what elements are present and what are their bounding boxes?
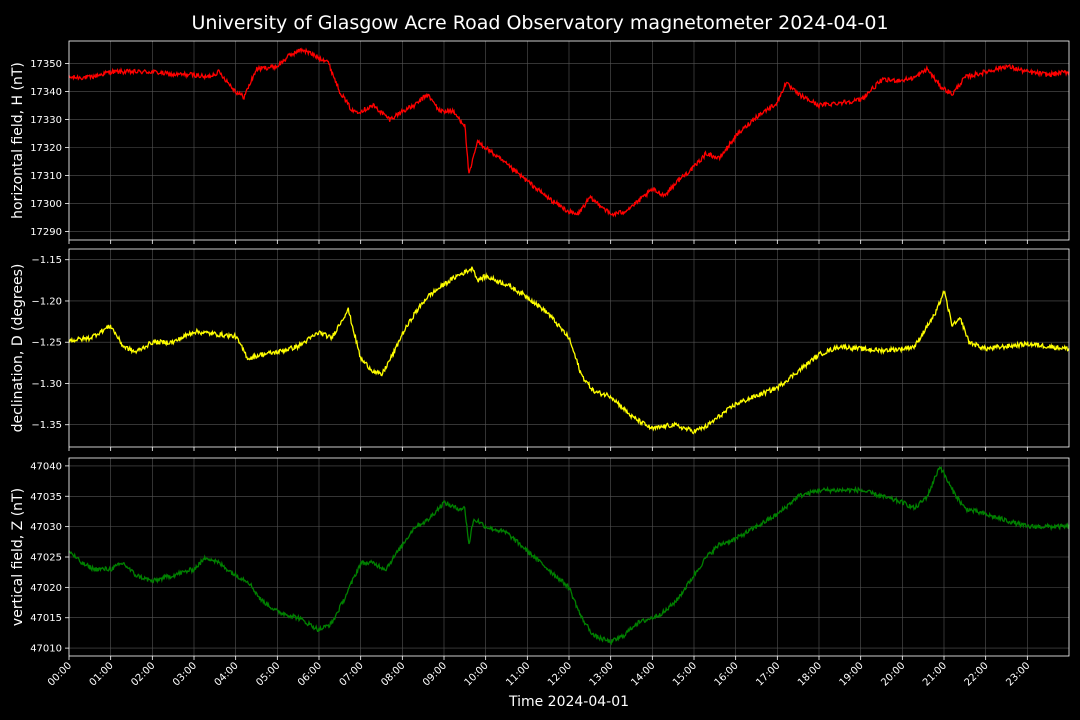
x-tick-label: 22:00 bbox=[963, 660, 991, 688]
y-tick-label: −1.35 bbox=[31, 420, 62, 431]
y-tick-label: 17310 bbox=[30, 171, 62, 182]
x-tick-label: 01:00 bbox=[88, 660, 116, 688]
y-tick-label: −1.30 bbox=[31, 379, 62, 390]
chart-title: University of Glasgow Acre Road Observat… bbox=[191, 12, 888, 34]
x-tick-label: 21:00 bbox=[921, 660, 949, 688]
x-tick-label: 07:00 bbox=[338, 660, 366, 688]
x-tick-label: 16:00 bbox=[713, 660, 741, 688]
y-tick-label: −1.15 bbox=[31, 255, 62, 266]
series-line-1 bbox=[68, 47, 1070, 218]
x-tick-label: 23:00 bbox=[1004, 660, 1032, 688]
y-tick-label: 17350 bbox=[30, 59, 62, 70]
x-tick-label: 13:00 bbox=[588, 660, 616, 688]
y-axis-title-3: vertical field, Z (nT) bbox=[10, 488, 26, 626]
x-tick-label: 06:00 bbox=[296, 660, 324, 688]
y-tick-label: 47030 bbox=[30, 522, 62, 533]
x-tick-label: 04:00 bbox=[213, 660, 241, 688]
x-tick-label: 17:00 bbox=[754, 660, 782, 688]
y-tick-label: 17300 bbox=[30, 199, 62, 210]
y-axis-title-1: horizontal field, H (nT) bbox=[10, 62, 26, 219]
x-tick-label: 19:00 bbox=[838, 660, 866, 688]
x-tick-label: 14:00 bbox=[629, 660, 657, 688]
x-tick-label: 10:00 bbox=[463, 660, 491, 688]
x-tick-label: 00:00 bbox=[46, 660, 74, 688]
y-tick-label: 47020 bbox=[30, 583, 62, 594]
y-tick-label: −1.20 bbox=[31, 296, 62, 307]
series-line-2 bbox=[68, 266, 1070, 435]
x-tick-label: 02:00 bbox=[129, 660, 157, 688]
y-tick-label: 17340 bbox=[30, 87, 62, 98]
x-tick-label: 15:00 bbox=[671, 660, 699, 688]
y-tick-label: 47035 bbox=[30, 492, 62, 503]
y-tick-label: 47010 bbox=[30, 644, 62, 655]
x-axis-title: Time 2024-04-01 bbox=[508, 694, 629, 710]
y-tick-label: 17290 bbox=[30, 227, 62, 238]
y-tick-label: 17320 bbox=[30, 143, 62, 154]
y-axis-title-2: declination, D (degrees) bbox=[10, 264, 26, 433]
x-tick-label: 05:00 bbox=[254, 660, 282, 688]
y-tick-label: 47025 bbox=[30, 553, 62, 564]
y-tick-label: 47015 bbox=[30, 613, 62, 624]
series-line-3 bbox=[68, 466, 1070, 646]
y-tick-label: 47040 bbox=[30, 461, 62, 472]
x-tick-label: 09:00 bbox=[421, 660, 449, 688]
plot-layer: 17290 17300 17310 17320 17330 17340 17350 horiz… bbox=[10, 40, 1070, 689]
x-tick-label: 12:00 bbox=[546, 660, 574, 688]
x-tick-label: 08:00 bbox=[379, 660, 407, 688]
y-tick-label: 17330 bbox=[30, 115, 62, 126]
y-tick-label: −1.25 bbox=[31, 338, 62, 349]
x-tick-label: 03:00 bbox=[171, 660, 199, 688]
x-tick-label: 11:00 bbox=[504, 660, 532, 688]
x-tick-label: 20:00 bbox=[879, 660, 907, 688]
x-tick-label: 18:00 bbox=[796, 660, 824, 688]
